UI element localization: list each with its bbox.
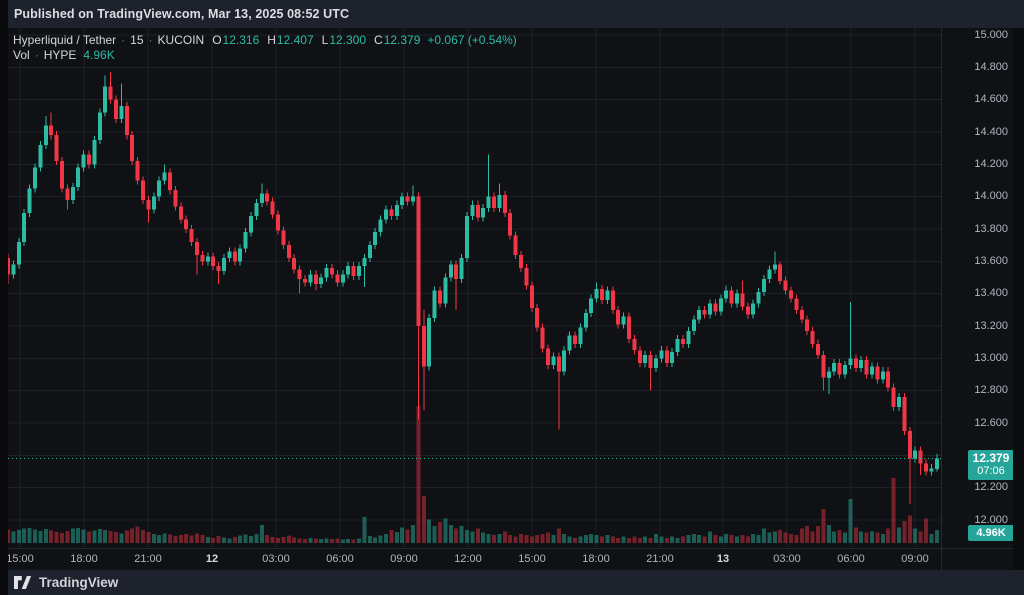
high-letter: H [267, 33, 276, 47]
time-tick-label: 15:00 [6, 553, 34, 565]
price-tick-label: 14.800 [974, 60, 1008, 73]
volume-value: 4.96K [83, 48, 115, 62]
price-tick-label: 13.400 [974, 287, 1008, 300]
last-price-value: 12.379 [972, 450, 1010, 465]
low-value: 12.300 [329, 33, 367, 47]
legend: Hyperliquid / Tether · 15 · KUCOIN O12.316 H12… [13, 33, 517, 63]
footer: TradingView [0, 570, 1024, 595]
tradingview-wordmark: TradingView [39, 575, 119, 590]
price-tick-label: 13.200 [974, 319, 1008, 332]
price-tick-label: 12.000 [974, 513, 1008, 526]
time-tick-label: 09:00 [390, 553, 418, 565]
time-tick-label: 15:00 [518, 553, 546, 565]
price-tick-label: 14.200 [974, 157, 1008, 170]
open-value: 12.316 [222, 33, 260, 47]
time-tick-label: 18:00 [582, 553, 610, 565]
close-value: 12.379 [383, 33, 421, 47]
price-tick-label: 13.800 [974, 222, 1008, 235]
separator-dot: · [148, 33, 153, 47]
price-tick-label: 14.000 [974, 190, 1008, 203]
chart-area[interactable]: Hyperliquid / Tether · 15 · KUCOIN O12.316 H12… [0, 28, 1024, 570]
time-axis[interactable]: 15:00 18:00 21:00 12 03:00 06:00 09:00 12:00 15:… [0, 548, 1024, 570]
last-price-badge: 12.379 07:06 [968, 449, 1014, 480]
interval-label: 15 [130, 33, 144, 47]
time-tick-label: 06:00 [837, 553, 865, 565]
volume-label: Vol [13, 48, 30, 62]
volume-badge: 4.96K [968, 525, 1014, 542]
price-tick-label: 14.400 [974, 125, 1008, 138]
time-tick-label: 21:00 [134, 553, 162, 565]
left-border [0, 0, 8, 595]
legend-symbol-row: Hyperliquid / Tether · 15 · KUCOIN O12.316 H12… [13, 33, 517, 48]
published-text: Published on TradingView.com, Mar 13, 20… [14, 7, 350, 21]
price-tick-label: 13.000 [974, 351, 1008, 364]
time-tick-label: 03:00 [773, 553, 801, 565]
exchange-label: KUCOIN [157, 33, 205, 47]
tradingview-logo-icon [14, 576, 32, 589]
price-tick-label: 12.800 [974, 384, 1008, 397]
tradingview-logo[interactable]: TradingView [14, 575, 118, 590]
low-letter: L [321, 33, 329, 47]
price-axis[interactable]: 12.379 07:06 4.96K 15.000 14.800 14.600 14.… [941, 28, 1024, 570]
volume-symbol: HYPE [43, 48, 77, 62]
time-tick-label: 09:00 [901, 553, 929, 565]
high-value: 12.407 [276, 33, 314, 47]
change-value: +0.067 (+0.54%) [427, 33, 517, 47]
time-tick-label: 13 [716, 553, 730, 565]
time-tick-label: 21:00 [646, 553, 674, 565]
bar-countdown: 07:06 [977, 464, 1005, 477]
price-tick-label: 13.600 [974, 254, 1008, 267]
separator-dot: · [121, 33, 126, 47]
open-letter: O [212, 33, 222, 47]
time-tick-label: 18:00 [70, 553, 98, 565]
price-tick-label: 14.600 [974, 93, 1008, 106]
right-border [1013, 28, 1024, 570]
close-letter: C [374, 33, 383, 47]
published-bar: Published on TradingView.com, Mar 13, 20… [0, 0, 1024, 28]
price-tick-label: 12.600 [974, 416, 1008, 429]
time-tick-label: 03:00 [262, 553, 290, 565]
time-tick-label: 12 [205, 553, 219, 565]
separator-dot: · [34, 48, 39, 62]
candlestick-chart[interactable] [0, 28, 941, 548]
price-tick-label: 15.000 [974, 28, 1008, 41]
time-tick-label: 06:00 [326, 553, 354, 565]
legend-volume-row: Vol · HYPE 4.96K [13, 48, 517, 63]
symbol-title: Hyperliquid / Tether [13, 33, 117, 47]
price-tick-label: 12.200 [974, 481, 1008, 494]
time-tick-label: 12:00 [454, 553, 482, 565]
